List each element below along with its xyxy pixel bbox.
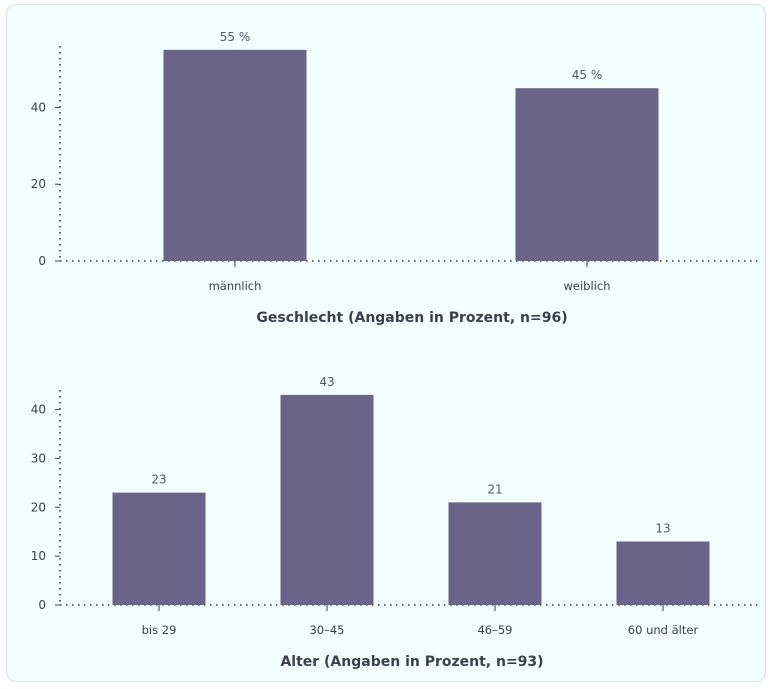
gender-value-label: 45 % [572, 68, 603, 82]
gender-category-label: männlich [209, 279, 262, 293]
gender-value-label: 55 % [220, 30, 251, 44]
age-category-label: 46–59 [477, 623, 512, 637]
age-category-label: bis 29 [142, 623, 177, 637]
age-value-label: 43 [319, 375, 334, 389]
gender-y-tick-label: 20 [31, 177, 46, 191]
gender-chart: Geschlecht (Angaben in Prozent, n=96) 0 2… [31, 30, 760, 326]
gender-category-label: weiblich [564, 279, 611, 293]
age-bar [616, 541, 710, 605]
gender-bar [515, 88, 659, 261]
age-y-tick-label: 30 [31, 451, 46, 465]
age-y-tick-label: 20 [31, 500, 46, 514]
gender-y-tick-label: 0 [38, 254, 46, 268]
gender-bar [163, 49, 307, 261]
age-y-tick-label: 40 [31, 403, 46, 417]
age-category-label: 30–45 [309, 623, 344, 637]
age-y-tick-label: 10 [31, 549, 46, 563]
age-bar [448, 502, 542, 605]
age-value-label: 21 [487, 482, 502, 496]
age-y-tick-label: 0 [38, 598, 46, 612]
age-bar [280, 394, 374, 605]
gender-y-tick-label: 40 [31, 100, 46, 114]
age-chart-title: Alter (Angaben in Prozent, n=93) [280, 654, 543, 670]
gender-chart-title: Geschlecht (Angaben in Prozent, n=96) [256, 310, 567, 326]
age-bar [112, 492, 206, 605]
age-value-label: 23 [151, 473, 166, 487]
age-chart: Alter (Angaben in Prozent, n=93) 0 10 20 30… [31, 375, 760, 670]
age-value-label: 13 [655, 521, 670, 535]
age-category-label: 60 und älter [628, 623, 699, 637]
